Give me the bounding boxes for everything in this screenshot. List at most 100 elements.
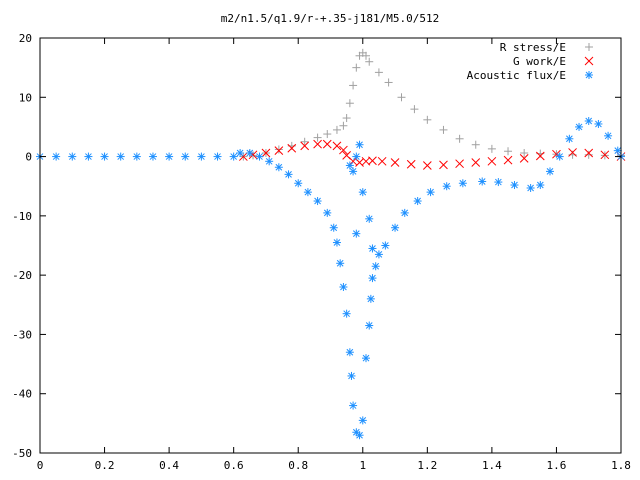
data-point: [313, 139, 322, 149]
x-tick-label: 0.8: [288, 459, 308, 472]
data-point: [303, 188, 312, 197]
data-point: [381, 241, 390, 250]
series-1: [238, 139, 626, 170]
data-point: [545, 167, 554, 176]
data-point: [52, 152, 61, 161]
data-point: [300, 141, 310, 151]
data-point: [584, 117, 593, 125]
data-point: [487, 156, 497, 166]
data-point: [349, 401, 358, 410]
data-point: [510, 181, 519, 190]
data-point: [339, 121, 348, 130]
data-point: [442, 182, 451, 191]
data-point: [323, 208, 332, 217]
data-point: [413, 197, 422, 206]
data-point: [336, 259, 345, 268]
data-point: [294, 179, 303, 188]
data-point: [377, 156, 387, 166]
series-2: [36, 117, 625, 440]
data-point: [261, 148, 271, 158]
x-tick-label: 0: [37, 459, 44, 472]
data-point: [410, 105, 419, 114]
x-tick-label: 0.4: [159, 459, 179, 472]
data-point: [406, 159, 416, 169]
data-point: [568, 148, 577, 157]
legend-marker: [585, 43, 593, 51]
y-tick-label: -50: [12, 447, 32, 460]
chart-title: m2/n1.5/q1.9/r-+.35-j181/M5.0/512: [221, 12, 440, 25]
data-point: [478, 177, 487, 186]
data-point: [352, 152, 361, 161]
data-point: [116, 152, 125, 161]
data-point: [504, 147, 513, 156]
data-point: [358, 416, 367, 425]
plot-frame: [39, 37, 622, 454]
data-point: [362, 354, 371, 363]
data-point: [265, 157, 274, 166]
data-point: [594, 119, 603, 128]
data-point: [84, 152, 93, 161]
data-point: [487, 144, 496, 153]
data-point: [287, 143, 297, 153]
data-point: [197, 152, 206, 161]
data-point: [345, 161, 354, 170]
data-point: [374, 68, 383, 77]
data-point: [339, 145, 348, 155]
data-point: [165, 152, 174, 161]
series-0: [239, 48, 625, 161]
data-point: [494, 178, 503, 187]
data-point: [439, 160, 448, 170]
data-point: [584, 150, 593, 159]
legend-marker: [584, 56, 594, 66]
data-point: [365, 57, 374, 66]
data-point: [339, 283, 348, 291]
data-point: [148, 152, 157, 161]
data-point: [329, 223, 338, 232]
data-point: [229, 152, 238, 161]
y-tick-label: 0: [25, 151, 32, 164]
data-point: [400, 208, 409, 217]
data-point: [313, 133, 322, 142]
data-point: [181, 152, 190, 161]
y-tick-label: -40: [12, 388, 32, 401]
data-point: [236, 149, 245, 158]
data-point: [313, 197, 322, 206]
data-point: [284, 170, 293, 179]
data-point: [274, 163, 283, 172]
data-point: [397, 93, 406, 102]
data-point: [439, 125, 448, 134]
data-point: [565, 134, 574, 143]
data-point: [555, 152, 564, 161]
data-point: [575, 122, 584, 131]
legend-label: G work/E: [513, 55, 566, 68]
data-point: [426, 188, 435, 197]
data-point: [455, 134, 464, 143]
data-point: [422, 161, 432, 170]
data-point: [384, 78, 393, 87]
legend-marker: [585, 71, 593, 79]
x-tick-label: 1.8: [611, 459, 631, 472]
x-tick-label: 1.6: [547, 459, 567, 472]
data-point: [366, 294, 375, 303]
data-point: [68, 152, 77, 161]
data-point: [355, 431, 364, 440]
data-point: [342, 114, 351, 123]
data-point: [519, 153, 529, 163]
data-point: [536, 181, 545, 190]
data-point: [503, 155, 513, 165]
data-point: [584, 148, 594, 158]
data-point: [345, 99, 354, 108]
data-point: [323, 130, 332, 139]
data-point: [362, 51, 371, 60]
data-point: [391, 223, 400, 232]
data-point: [520, 149, 529, 158]
data-point: [471, 158, 481, 167]
data-point: [322, 139, 332, 149]
y-tick-label: -10: [12, 210, 32, 223]
data-point: [332, 141, 342, 151]
data-point: [368, 156, 377, 166]
data-point: [358, 188, 367, 197]
data-point: [132, 152, 141, 161]
data-point: [535, 151, 545, 161]
data-point: [213, 152, 222, 161]
